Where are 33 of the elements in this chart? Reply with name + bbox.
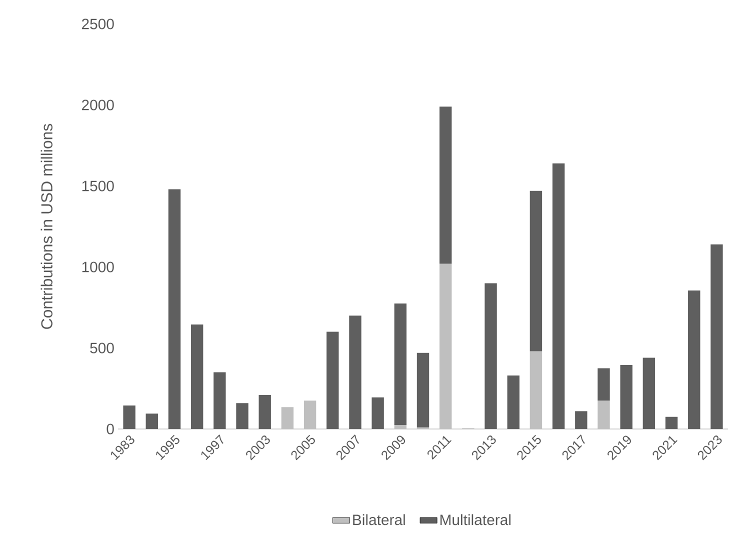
- bar: [326, 332, 339, 429]
- bar: [394, 303, 407, 425]
- y-tick-label: 500: [90, 342, 114, 354]
- bar: [258, 394, 271, 429]
- bar: [507, 376, 520, 429]
- bar: [123, 406, 136, 429]
- bar: [530, 190, 542, 352]
- bar: [349, 316, 362, 429]
- y-axis-title: Contributions in USD millions: [40, 124, 52, 329]
- bar: [214, 372, 226, 429]
- bar: [620, 365, 632, 429]
- y-tick-label: 1000: [82, 262, 114, 272]
- bar: [598, 368, 610, 401]
- y-tick-label: 1500: [82, 180, 114, 192]
- y-tick-label: 2500: [82, 18, 114, 30]
- bar: [372, 397, 384, 429]
- bar: [439, 106, 452, 264]
- legend-label: Bilateral: [353, 514, 405, 526]
- bar: [552, 163, 565, 429]
- bar: [710, 244, 723, 429]
- y-tick-label: 0: [106, 424, 114, 434]
- bar: [146, 414, 158, 429]
- y-tick-label: 2000: [82, 100, 114, 110]
- bar: [642, 358, 656, 429]
- bar: [168, 189, 181, 429]
- bar: [665, 416, 678, 429]
- bar: [575, 411, 588, 429]
- bar: [416, 352, 430, 428]
- bar: [484, 283, 497, 429]
- bar: [236, 403, 248, 429]
- bar: [190, 324, 204, 429]
- bar: [688, 290, 700, 429]
- legend-label: Multilateral: [440, 514, 510, 526]
